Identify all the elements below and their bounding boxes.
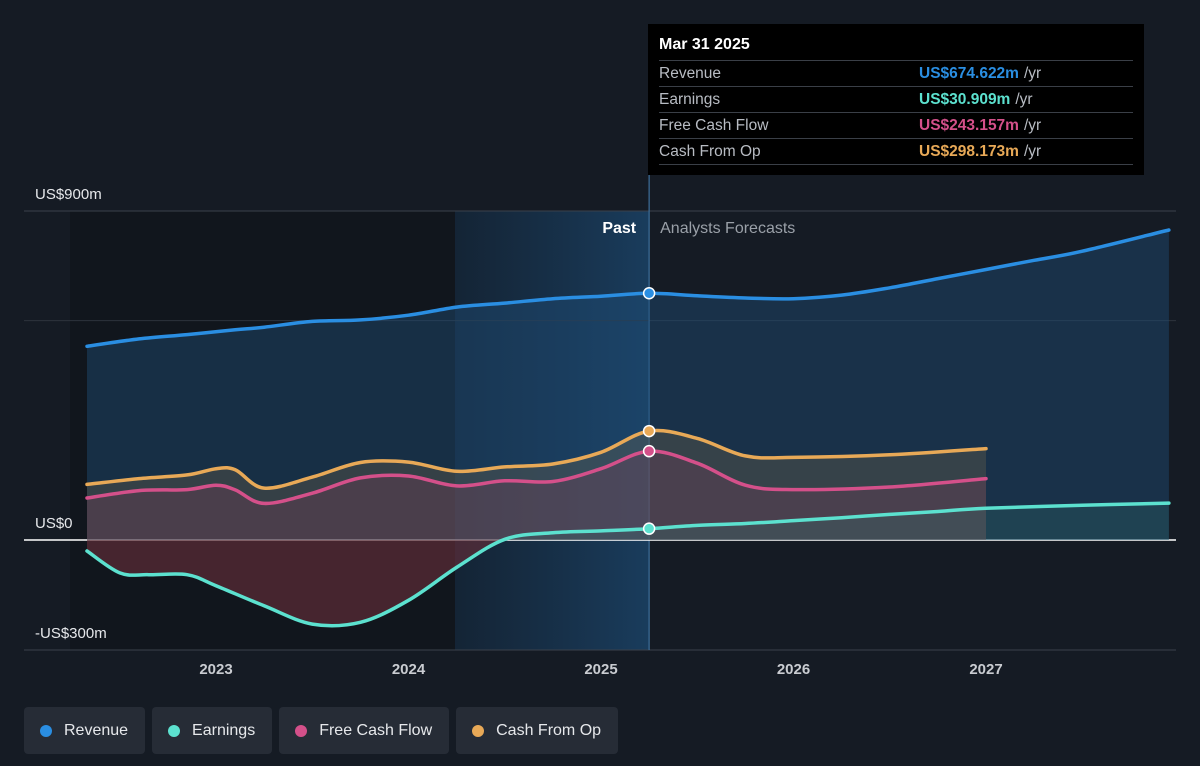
past-highlight-region [455, 211, 650, 650]
x-axis-tick-label: 2025 [584, 661, 617, 678]
tooltip-value: US$30.909m [919, 90, 1011, 108]
tooltip-unit: /yr [1023, 142, 1042, 160]
x-axis-tick-label: 2023 [199, 661, 232, 678]
tooltip-row-revenue: Revenue US$674.622m /yr [659, 60, 1133, 86]
revenue-marker [642, 287, 656, 300]
legend-label: Cash From Op [496, 721, 602, 739]
tooltip-row-cash-from-op: Cash From Op US$298.173m /yr [659, 138, 1133, 165]
free-cash-flow-line [85, 449, 988, 506]
x-axis-tick-label: 2024 [392, 661, 426, 678]
y-axis-label: -US$300m [35, 625, 107, 642]
y-axis-label: US$0 [35, 515, 73, 532]
cash-from-op-dot-icon [472, 724, 485, 737]
tooltip-unit: /yr [1023, 116, 1042, 134]
earnings-line [85, 501, 1171, 628]
x-axis-tick-label: 2027 [969, 661, 1002, 678]
free-cash-flow-area [87, 451, 986, 540]
tooltip-label: Revenue [659, 64, 722, 82]
y-axis-label: US$900m [35, 186, 102, 203]
free-cash-flow-marker [642, 444, 656, 458]
earnings-dot-icon [168, 724, 181, 737]
free-cash-flow-dot-icon [295, 724, 308, 737]
past-label: Past [602, 220, 636, 237]
cash-from-op-marker [642, 424, 656, 438]
legend: Revenue Earnings Free Cash Flow Cash Fro… [24, 707, 619, 754]
tooltip-value: US$674.622m [919, 64, 1019, 82]
tooltip-label: Free Cash Flow [659, 116, 769, 134]
cash-from-op-line [85, 428, 988, 490]
tooltip-label: Earnings [659, 90, 721, 108]
tooltip-value: US$243.157m [919, 116, 1019, 134]
earnings-marker [642, 522, 656, 535]
tooltip-unit: /yr [1023, 64, 1042, 82]
legend-label: Earnings [192, 721, 256, 739]
revenue-dot-icon [40, 724, 52, 737]
forecast-label: Analysts Forecasts [660, 220, 795, 237]
tooltip-label: Cash From Op [659, 142, 761, 160]
legend-label: Revenue [64, 721, 129, 739]
legend-label: Free Cash Flow [319, 721, 433, 739]
legend-item-cash-from-op[interactable]: Cash From Op [456, 707, 619, 754]
tooltip-unit: /yr [1015, 90, 1033, 108]
tooltip-row-earnings: Earnings US$30.909m /yr [659, 86, 1133, 112]
x-axis-tick-label: 2026 [777, 661, 810, 678]
revenue-line [85, 228, 1171, 349]
legend-item-free-cash-flow[interactable]: Free Cash Flow [279, 707, 450, 754]
tooltip: Mar 31 2025 Revenue US$674.622m /yr Earn… [648, 24, 1144, 175]
legend-item-revenue[interactable]: Revenue [24, 707, 146, 754]
tooltip-row-free-cash-flow: Free Cash Flow US$243.157m /yr [659, 112, 1133, 138]
tooltip-value: US$298.173m [919, 142, 1019, 160]
tooltip-date: Mar 31 2025 [659, 36, 750, 53]
legend-item-earnings[interactable]: Earnings [152, 707, 273, 754]
